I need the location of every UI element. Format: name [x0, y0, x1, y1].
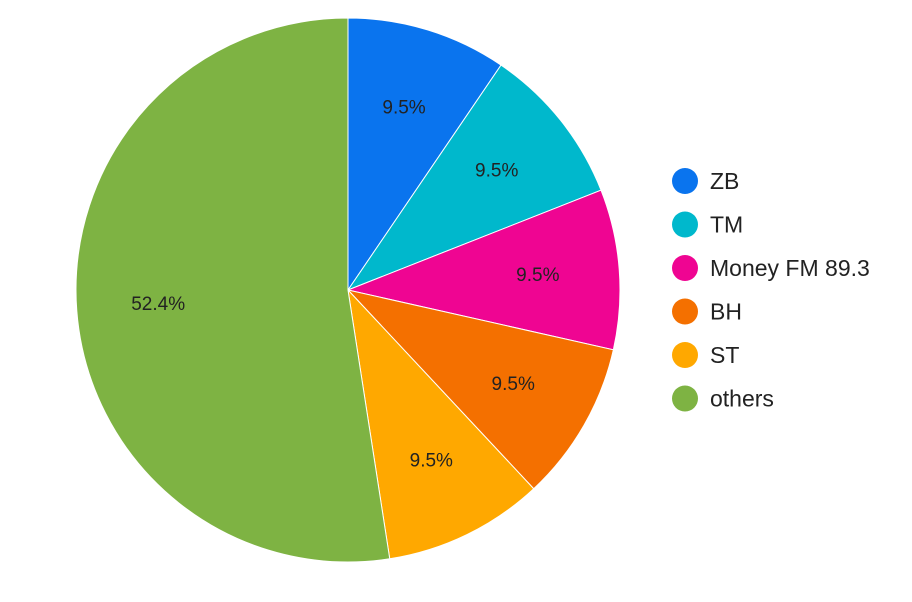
legend-label-st: ST — [710, 342, 739, 368]
legend-marker-st — [672, 342, 698, 368]
slice-label-st: 9.5% — [410, 451, 453, 472]
pie-slice-others — [75, 17, 391, 563]
pie-slice-st — [347, 288, 535, 560]
pie-slice-bh — [346, 289, 614, 490]
slice-label-money-fm-89-3: 9.5% — [516, 265, 559, 286]
pie-slices — [75, 17, 621, 563]
legend-marker-zb — [672, 168, 698, 194]
pie-slice-labels: 9.5% 9.5% 9.5% 9.5% 9.5% 52.4% — [131, 98, 559, 472]
legend-marker-bh — [672, 298, 698, 325]
pie-slice-tm — [346, 64, 602, 292]
slice-label-zb: 9.5% — [382, 98, 425, 119]
legend-label-zb: ZB — [710, 168, 739, 194]
legend-label-tm: TM — [710, 212, 743, 238]
legend-label-others: others — [710, 386, 774, 412]
pie-slice-money-fm-89-3 — [346, 189, 621, 351]
legend-marker-tm — [672, 211, 698, 238]
pie-slice-zb — [347, 17, 502, 292]
legend: ZB TM Money FM 89.3 BH ST others — [672, 168, 870, 412]
legend-marker-others — [672, 385, 698, 412]
slice-label-others: 52.4% — [131, 294, 185, 315]
slice-label-tm: 9.5% — [475, 161, 518, 182]
slice-label-bh: 9.5% — [492, 374, 535, 395]
legend-label-bh: BH — [710, 299, 742, 325]
legend-marker-money-fm-89-3 — [672, 255, 698, 281]
legend-label-money-fm-89-3: Money FM 89.3 — [710, 255, 870, 281]
